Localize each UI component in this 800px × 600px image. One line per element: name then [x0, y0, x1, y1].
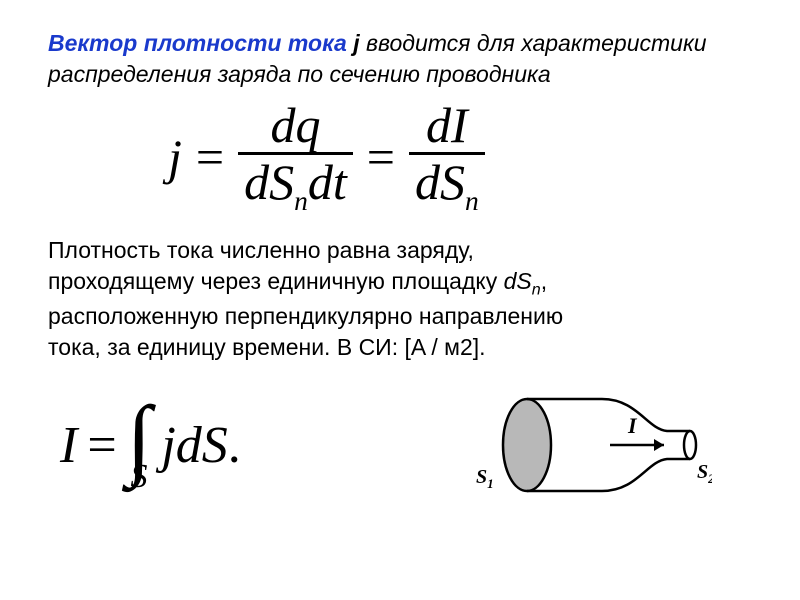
- integral-symbol-box: ∫ S: [127, 403, 152, 489]
- para-line1: Плотность тока численно равна заряду,: [48, 237, 474, 263]
- formula-current-density: j = dq dSndt = dI dSn: [168, 100, 752, 215]
- frac1-den: dSndt: [238, 157, 353, 215]
- conductor-diagram: S1 S2 I: [472, 383, 712, 518]
- integral-bound: S: [130, 465, 147, 489]
- title-main: Вектор плотности тока: [48, 30, 347, 56]
- label-I: I: [627, 413, 638, 438]
- integrand: jdS.: [161, 416, 240, 475]
- body-bottom: [527, 459, 690, 491]
- para-ds-sub: n: [532, 280, 541, 298]
- formula-lhs: j: [168, 128, 182, 186]
- frac1-num: dq: [264, 100, 326, 150]
- label-s1: S1: [476, 466, 494, 491]
- para-ds: dS: [504, 268, 532, 294]
- frac2-den: dSn: [409, 157, 485, 215]
- definition-paragraph: Плотность тока численно равна заряду, пр…: [48, 235, 752, 363]
- formula-integral: I = ∫ S jdS.: [60, 403, 241, 489]
- bottom-row: I = ∫ S jdS. S1: [48, 373, 752, 518]
- title-block: Вектор плотности тока j вводится для хар…: [48, 28, 752, 90]
- para-line3: расположенную перпендикулярно направлени…: [48, 303, 563, 329]
- frac2-num: dI: [420, 100, 474, 150]
- ellipse-s2-back: [684, 431, 690, 459]
- integral-eq: =: [87, 416, 116, 475]
- equals-1: =: [196, 128, 224, 186]
- fraction-2: dI dSn: [409, 100, 485, 215]
- integral-lhs: I: [60, 416, 77, 475]
- para-line2c: ,: [541, 268, 547, 294]
- fraction-1: dq dSndt: [238, 100, 353, 215]
- para-line4b: В СИ: [A / м2].: [330, 334, 485, 360]
- ellipse-s2-front: [690, 431, 696, 459]
- ellipse-s1: [503, 399, 551, 491]
- para-line2a: проходящему через единичную площадку: [48, 268, 504, 294]
- slide-root: Вектор плотности тока j вводится для хар…: [0, 0, 800, 518]
- equals-2: =: [367, 128, 395, 186]
- para-line4a: тока, за единицу времени.: [48, 334, 330, 360]
- body-top: [527, 399, 690, 431]
- label-s2: S2: [697, 461, 712, 486]
- current-arrow-head: [654, 439, 664, 451]
- diagram-svg: S1 S2 I: [472, 383, 712, 513]
